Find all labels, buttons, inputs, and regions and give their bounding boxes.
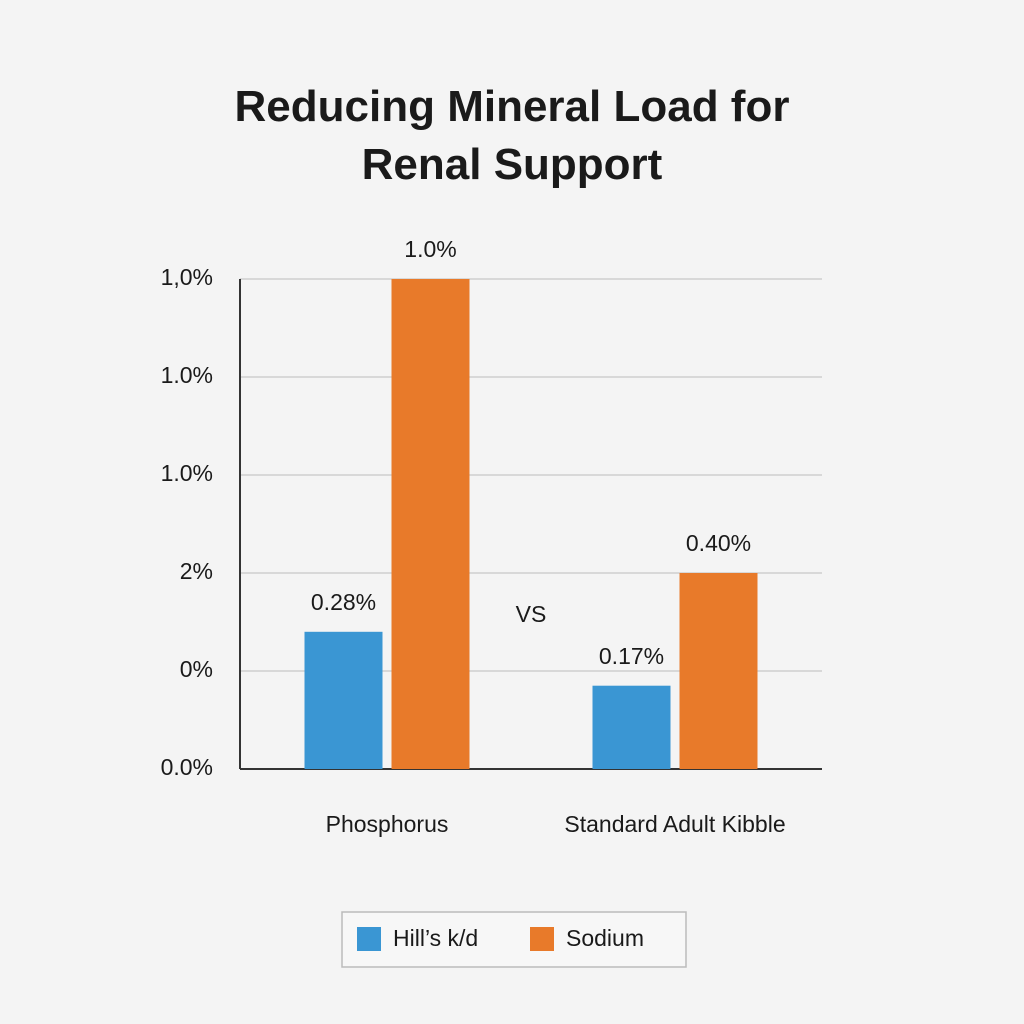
legend-label: Hill’s k/d: [393, 925, 478, 951]
value-label: 0.17%: [599, 643, 664, 669]
y-tick-label: 2%: [180, 558, 213, 584]
y-tick-label: 0%: [180, 656, 213, 682]
value-label: 0.40%: [686, 530, 751, 556]
bar: [391, 279, 470, 769]
value-label: 1.0%: [404, 236, 456, 262]
y-tick-label: 1.0%: [161, 460, 213, 486]
y-tick-label: 1.0%: [161, 362, 213, 388]
legend-box: [341, 911, 687, 968]
bar: [304, 631, 383, 769]
chart-title: Reducing Mineral Load for Renal Support: [234, 82, 790, 189]
x-tick-label: Phosphorus: [326, 811, 449, 837]
bar: [679, 573, 758, 769]
bar: [592, 685, 671, 769]
legend-swatch: [530, 927, 554, 951]
y-tick-label: 0.0%: [161, 754, 213, 780]
annotation: VS: [516, 601, 547, 627]
value-label: 0.28%: [311, 589, 376, 615]
legend-label: Sodium: [566, 925, 644, 951]
legend-swatch: [357, 927, 381, 951]
y-tick-label: 1,0%: [161, 264, 213, 290]
x-tick-label: Standard Adult Kibble: [564, 811, 785, 837]
